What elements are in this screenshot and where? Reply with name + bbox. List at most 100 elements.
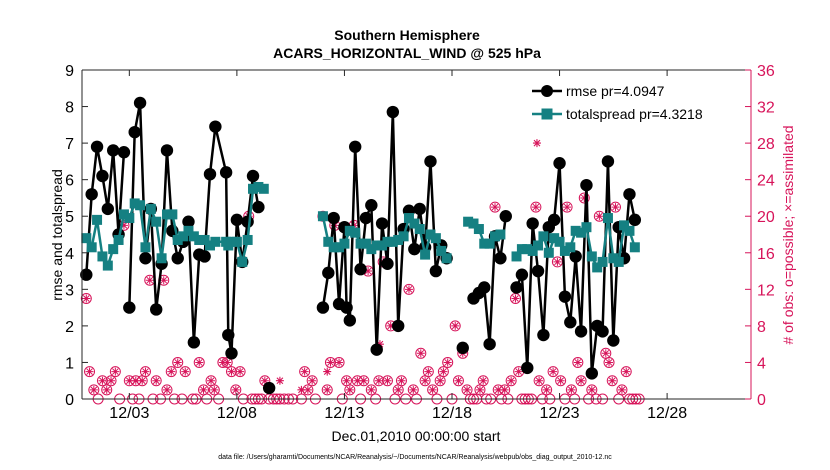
totalspread-point xyxy=(624,225,635,236)
rmse-point xyxy=(408,242,421,256)
y-tick-label: 0 xyxy=(65,392,74,409)
rmse-point xyxy=(322,266,335,280)
totalspread-point xyxy=(608,253,619,264)
data-file-footnote: data file: /Users/gharamti/Documents/NCA… xyxy=(218,454,612,461)
rmse-point xyxy=(252,200,265,214)
obs-assimilated-marker xyxy=(82,294,91,303)
obs-possible-marker xyxy=(344,384,356,396)
obs-assimilated-marker xyxy=(500,385,509,394)
totalspread-point xyxy=(586,251,597,262)
rmse-point xyxy=(424,155,437,168)
obs-assimilated-marker xyxy=(454,376,463,385)
obs-possible-marker xyxy=(422,366,434,378)
obs-possible-marker xyxy=(321,384,333,396)
rmse-point xyxy=(85,188,98,201)
rmse-point xyxy=(182,215,195,228)
obs-possible-marker xyxy=(172,356,184,368)
y-tick-label: 8 xyxy=(65,100,74,117)
totalspread-point xyxy=(414,224,425,235)
totalspread-point xyxy=(473,224,484,235)
obs-possible-marker xyxy=(84,366,96,378)
obs-assimilated-marker xyxy=(323,385,332,394)
obs-assimilated-marker xyxy=(98,376,107,385)
rmse-point xyxy=(580,178,593,192)
totalspread-point xyxy=(145,203,156,214)
legend-rmse-marker xyxy=(541,85,553,97)
obs-assimilated-marker xyxy=(577,376,586,385)
totalspread-point xyxy=(484,238,495,249)
obs-possible-marker xyxy=(415,347,427,359)
obs-assimilated-marker xyxy=(601,349,610,358)
totalspread-point xyxy=(559,245,570,256)
obs-assimilated-marker xyxy=(443,358,452,367)
rmse-point xyxy=(547,213,561,227)
obs-assimilated-marker xyxy=(138,376,147,385)
obs-assimilated-marker xyxy=(375,340,384,349)
y-tick-label: 4 xyxy=(65,246,74,263)
totalspread-point xyxy=(522,244,533,255)
totalspread-point xyxy=(629,242,640,253)
obs-assimilated-marker xyxy=(428,385,437,394)
rmse-point xyxy=(160,144,174,157)
rmse-point xyxy=(222,328,235,342)
obs-assimilated-marker xyxy=(611,203,620,212)
totalspread-point xyxy=(178,231,189,242)
y-tick-label-right: 36 xyxy=(757,63,775,80)
y-tick-label-right: 16 xyxy=(757,246,775,263)
obs-possible-marker xyxy=(442,356,454,368)
obs-assimilated-marker xyxy=(567,385,576,394)
obs-possible-marker xyxy=(395,375,407,387)
obs-possible-marker xyxy=(603,356,615,368)
totalspread-point xyxy=(210,236,221,247)
totalspread-point xyxy=(350,227,361,238)
rmse-point xyxy=(359,211,373,225)
obs-assimilated-marker xyxy=(210,385,219,394)
y-axis-label: rmse and totalspread xyxy=(49,169,65,301)
obs-assimilated-marker xyxy=(173,358,182,367)
rmse-line xyxy=(85,145,126,275)
obs-assimilated-marker xyxy=(463,385,472,394)
totalspread-point xyxy=(393,234,404,245)
rmse-point xyxy=(203,167,217,181)
chart-subtitle: ACARS_HORIZONTAL_WIND @ 525 hPa xyxy=(273,45,541,61)
totalspread-point xyxy=(420,249,431,260)
obs-assimilated-marker xyxy=(549,367,558,376)
obs-assimilated-marker xyxy=(494,385,503,394)
obs-assimilated-marker xyxy=(439,367,448,376)
obs-assimilated-marker xyxy=(141,367,150,376)
x-tick-label: 12/28 xyxy=(647,405,687,422)
obs-assimilated-marker xyxy=(152,376,161,385)
totalspread-point xyxy=(328,242,339,253)
totalspread-point xyxy=(140,242,151,253)
rmse-point xyxy=(607,334,620,347)
obs-possible-marker xyxy=(427,384,439,396)
totalspread-point xyxy=(129,198,140,209)
y-tick-label: 6 xyxy=(65,173,74,190)
obs-assimilated-marker xyxy=(107,376,116,385)
obs-assimilated-marker xyxy=(532,139,541,148)
totalspread-point xyxy=(199,234,210,245)
y-tick-label-right: 28 xyxy=(757,136,775,153)
obs-assimilated-marker xyxy=(535,376,544,385)
obs-assimilated-marker xyxy=(350,221,359,230)
obs-assimilated-marker xyxy=(308,376,317,385)
obs-assimilated-marker xyxy=(507,376,516,385)
y-tick-label-right: 8 xyxy=(757,319,766,336)
rmse-point xyxy=(574,325,588,338)
obs-assimilated-marker xyxy=(275,376,284,385)
obs-possible-marker xyxy=(555,375,567,387)
totalspread-point xyxy=(527,245,538,256)
y-tick-label-right: 32 xyxy=(757,100,775,117)
totalspread-point xyxy=(242,234,253,245)
totalspread-point xyxy=(194,234,205,245)
obs-assimilated-marker xyxy=(345,385,354,394)
rmse-point xyxy=(413,202,426,216)
y-tick-label-right: 20 xyxy=(757,209,775,226)
obs-assimilated-marker xyxy=(199,385,208,394)
rmse-point xyxy=(198,250,211,263)
totalspread-point xyxy=(253,181,264,192)
totalspread-point xyxy=(597,256,608,267)
obs-possible-marker xyxy=(179,366,191,378)
